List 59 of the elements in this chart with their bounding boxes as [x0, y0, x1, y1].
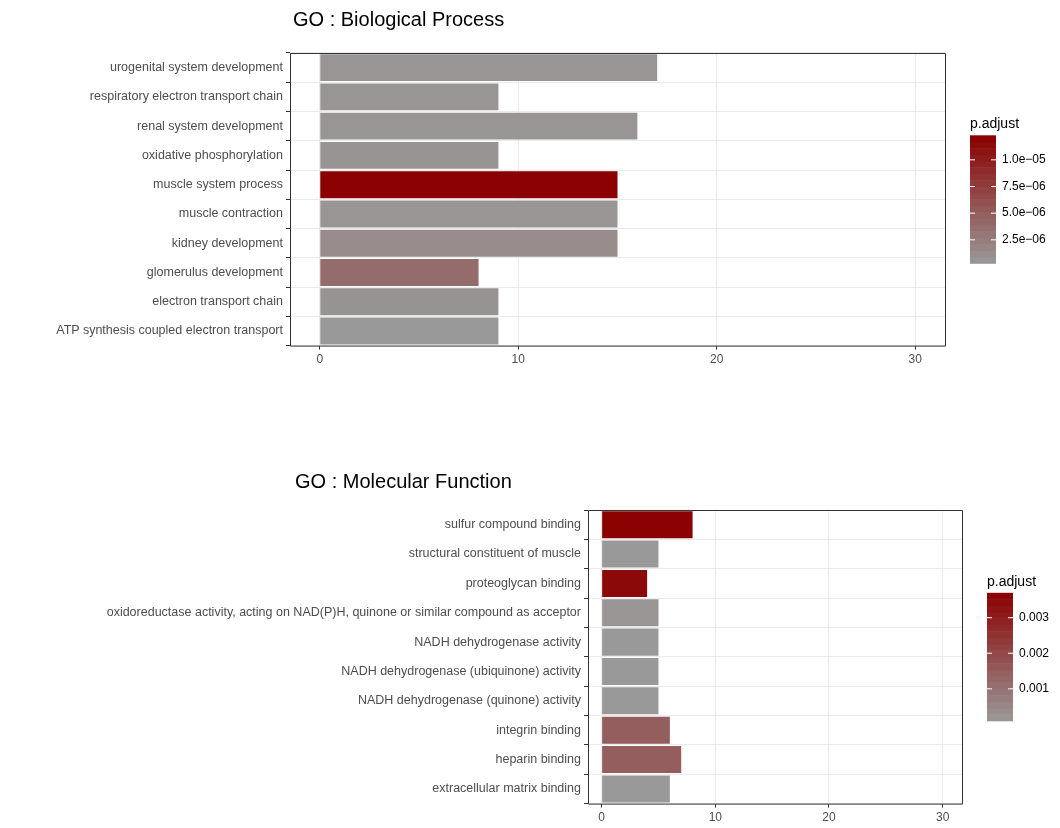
y-tick-label: glomerulus development: [146, 264, 284, 279]
bar: [320, 229, 618, 257]
bar: [602, 687, 659, 715]
y-tick-label: NADH dehydrogenase (ubiquinone) activity: [341, 663, 582, 678]
x-tick-label: 10: [511, 352, 526, 367]
x-tick-label: 20: [710, 352, 724, 367]
bar: [602, 775, 670, 803]
color-bar-label: 1.0e−05: [1002, 152, 1047, 167]
bar: [320, 288, 499, 316]
y-tick-label: NADH dehydrogenase activity: [414, 634, 582, 649]
bar: [602, 569, 648, 597]
text: GO : Molecular Function: [295, 469, 512, 492]
bar: [320, 54, 658, 82]
y-tick-label: urogenital system development: [109, 60, 284, 75]
y-tick-label: muscle system process: [153, 177, 283, 192]
y-tick-label: ATP synthesis coupled electron transport: [56, 323, 284, 338]
y-tick-label: oxidative phosphorylation: [141, 147, 284, 162]
chart-title: GO : Biological Process: [293, 7, 505, 30]
x-tick-label: 10: [708, 810, 723, 825]
color-bar-label: 2.5e−06: [1002, 232, 1047, 247]
bar: [602, 746, 682, 774]
bar: [602, 657, 659, 685]
bar: [320, 112, 638, 140]
x-tick-label: 30: [936, 810, 950, 825]
color-bar-title: p.adjust: [970, 115, 1020, 132]
y-tick-label: proteoglycan binding: [465, 575, 582, 590]
y-tick-label: extracellular matrix binding: [432, 781, 582, 796]
color-bar-label: 0.001: [1019, 681, 1050, 696]
color-bar-label: 7.5e−06: [1002, 178, 1047, 193]
y-tick-label: integrin binding: [496, 722, 582, 737]
y-tick-label: sulfur compound binding: [444, 517, 582, 532]
y-tick-label: muscle contraction: [178, 206, 284, 221]
bar: [602, 716, 670, 744]
bar: [320, 171, 618, 199]
y-tick-label: electron transport chain: [152, 294, 284, 309]
y-tick-label: oxidoreductase activity, acting on NAD(P)H, quinone or similar compound as acceptor: [106, 605, 581, 620]
y-tick-label: structural constituent of muscle: [408, 546, 582, 561]
x-tick-label: 30: [908, 352, 923, 367]
color-bar-label: 5.0e−06: [1002, 205, 1047, 220]
y-tick-label: renal system development: [137, 118, 284, 133]
bar: [602, 511, 693, 539]
bar: [602, 599, 659, 627]
bar: [602, 540, 659, 568]
bar: [320, 83, 499, 111]
color-bar-label: 0.002: [1019, 645, 1050, 660]
y-tick-label: kidney development: [171, 235, 284, 250]
x-tick-label: 0: [316, 352, 324, 367]
color-bar-title: p.adjust: [987, 572, 1037, 589]
bar: [320, 317, 499, 345]
bar: [320, 258, 479, 286]
y-tick-label: respiratory electron transport chain: [89, 89, 284, 104]
bar: [602, 628, 659, 656]
bar: [320, 141, 499, 169]
x-tick-label: 0: [598, 810, 606, 825]
y-tick-label: NADH dehydrogenase (quinone) activity: [357, 693, 582, 708]
y-tick-label: heparin binding: [495, 752, 582, 767]
x-tick-label: 20: [822, 810, 836, 825]
bar: [320, 200, 618, 228]
color-bar-label: 0.003: [1019, 610, 1050, 624]
